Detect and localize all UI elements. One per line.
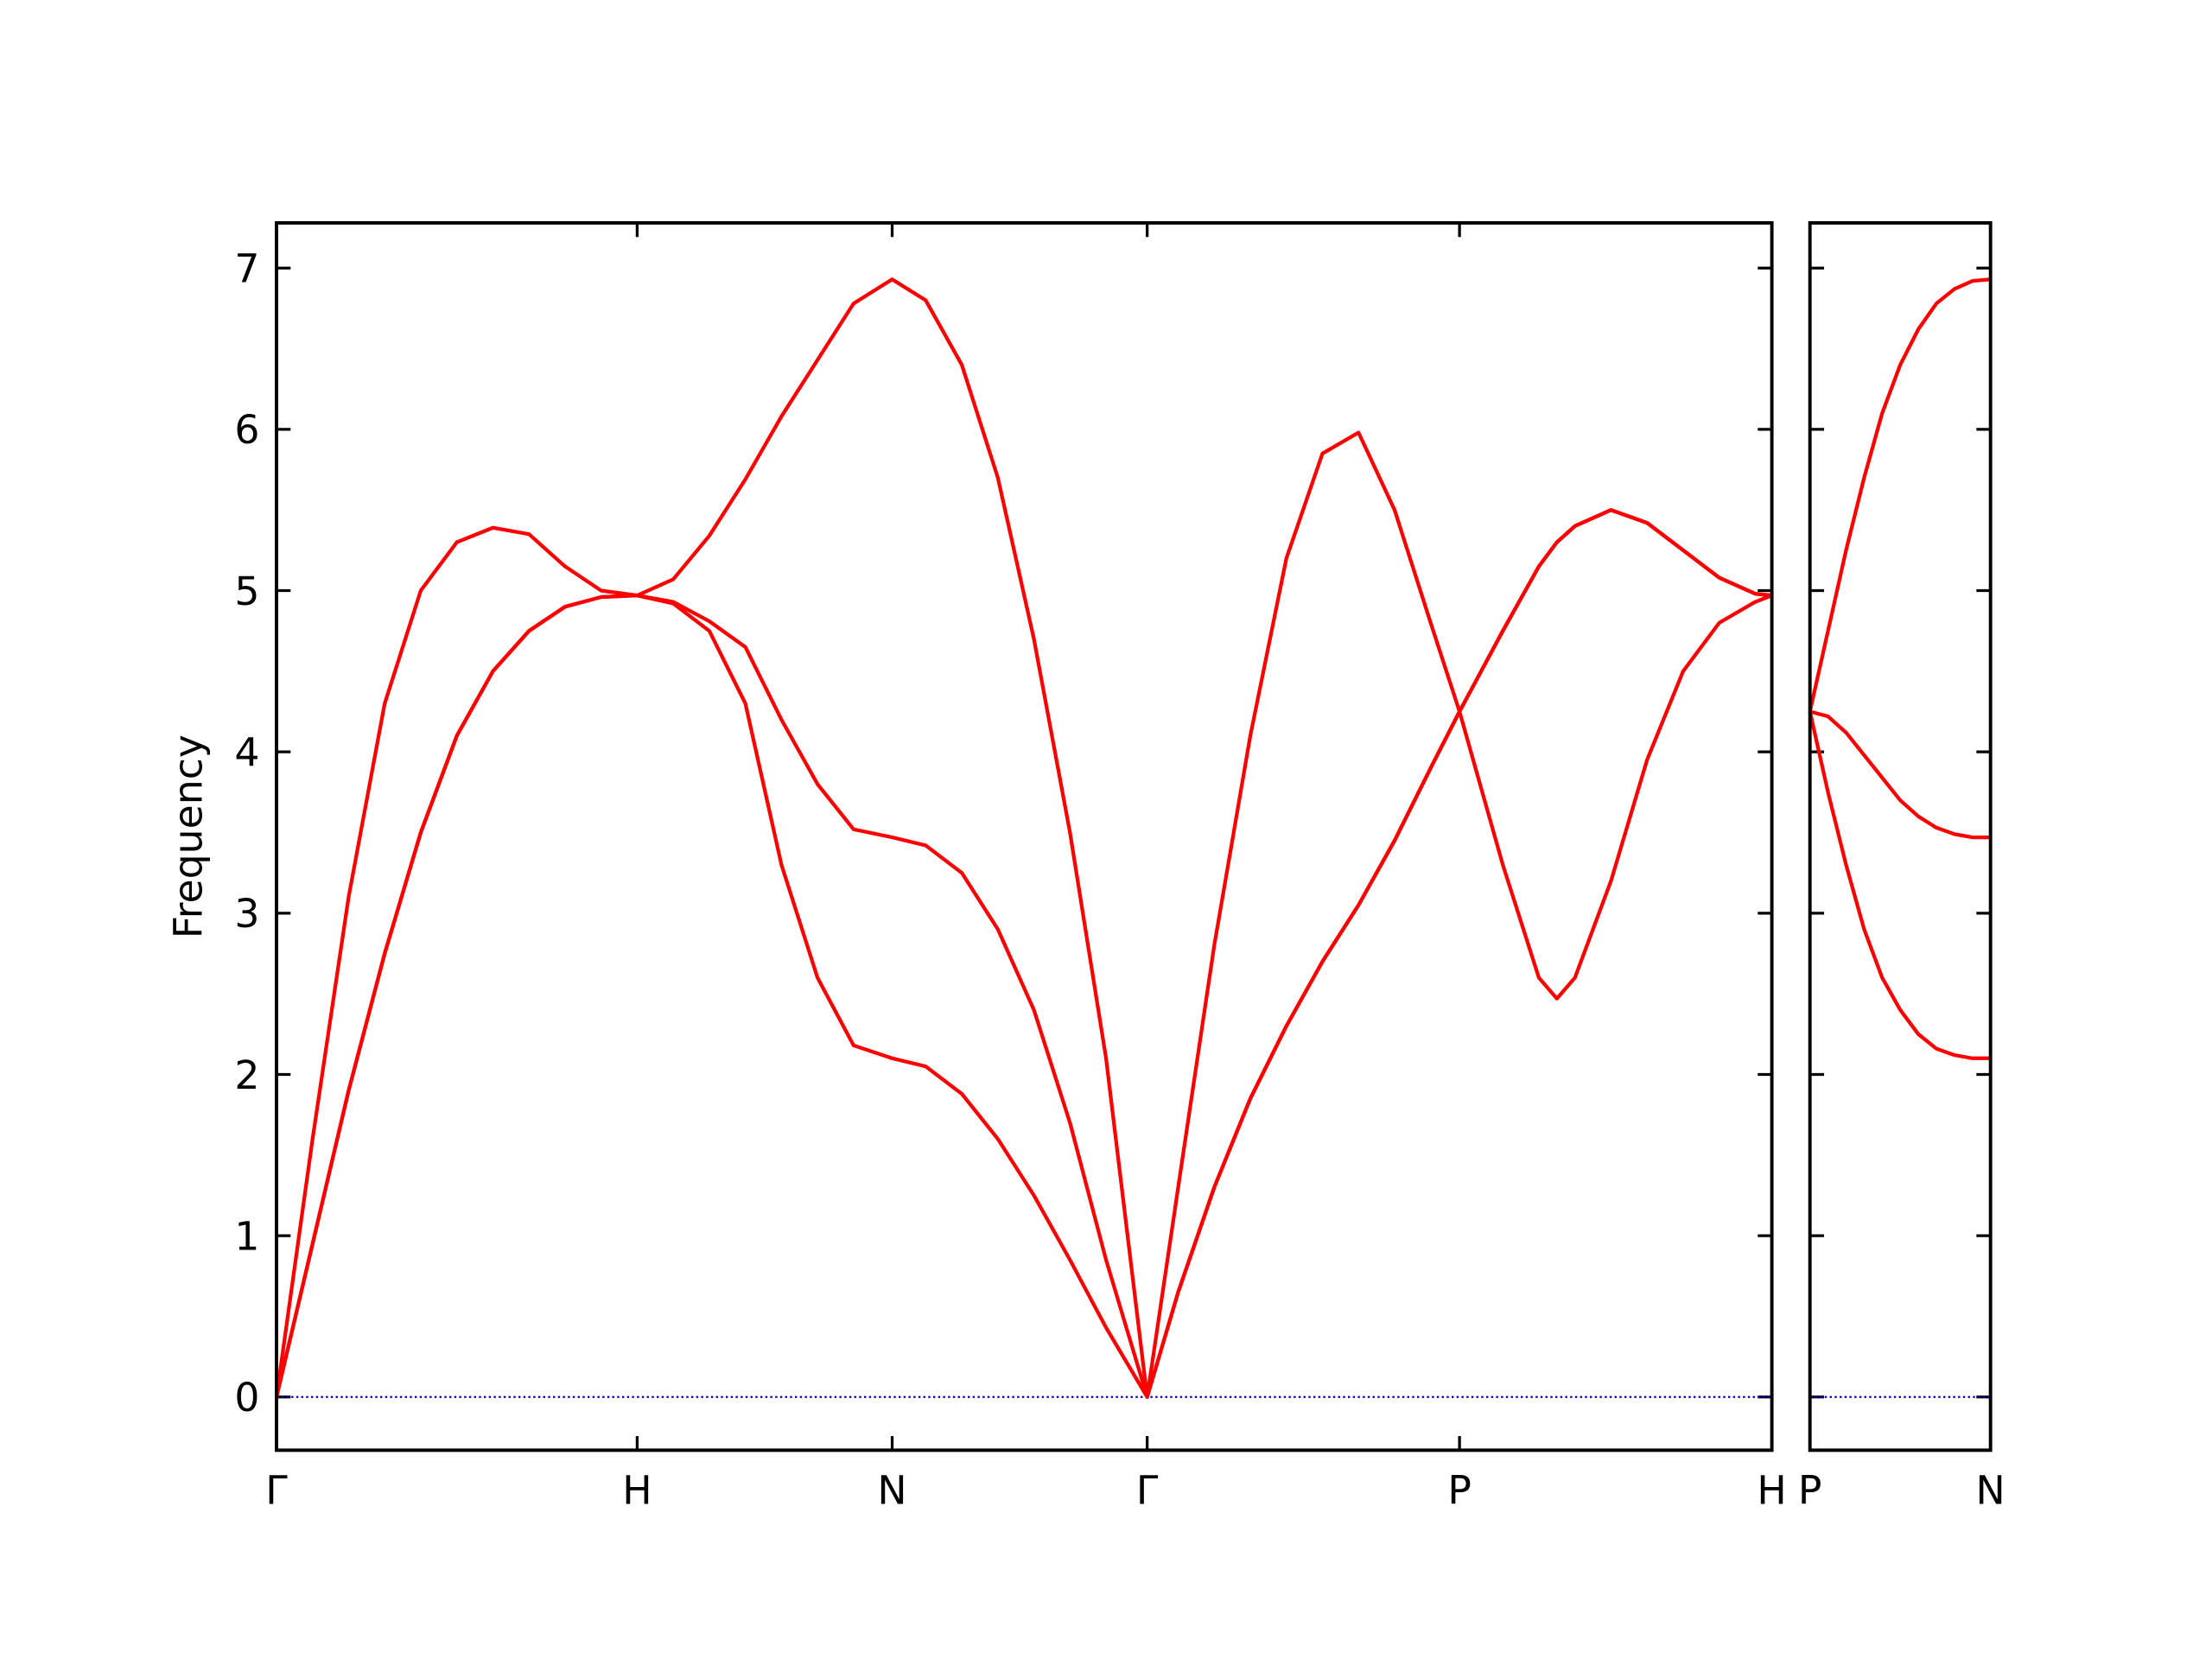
y-tick-label: 0 <box>234 1375 259 1421</box>
x-tick-label: P <box>1447 1467 1471 1513</box>
x-tick-label: Γ <box>265 1467 288 1513</box>
y-tick-label: 6 <box>234 407 259 453</box>
y-tick-label: 7 <box>234 246 259 292</box>
y-tick-label: 1 <box>234 1213 259 1259</box>
x-tick-label: N <box>877 1467 906 1513</box>
x-tick-label: Γ <box>1136 1467 1159 1513</box>
y-tick-label: 3 <box>234 891 259 937</box>
x-tick-label: P <box>1798 1467 1822 1513</box>
band-line <box>1809 709 1991 840</box>
band-line <box>1808 711 1991 1060</box>
band-line <box>1808 277 1991 712</box>
band-line <box>274 277 1772 1399</box>
plot-frame <box>275 221 1774 1452</box>
y-axis-label: Frequency <box>165 734 211 938</box>
x-tick-label: H <box>1757 1467 1786 1513</box>
x-tick-label: H <box>622 1467 652 1513</box>
band-line <box>274 508 1772 1399</box>
plot-frame <box>1808 221 1993 1452</box>
y-tick-label: 5 <box>234 569 259 614</box>
y-tick-label: 2 <box>234 1052 259 1098</box>
band-line <box>274 594 1773 1399</box>
x-tick-label: N <box>1976 1467 2005 1513</box>
y-tick-label: 4 <box>234 729 259 775</box>
